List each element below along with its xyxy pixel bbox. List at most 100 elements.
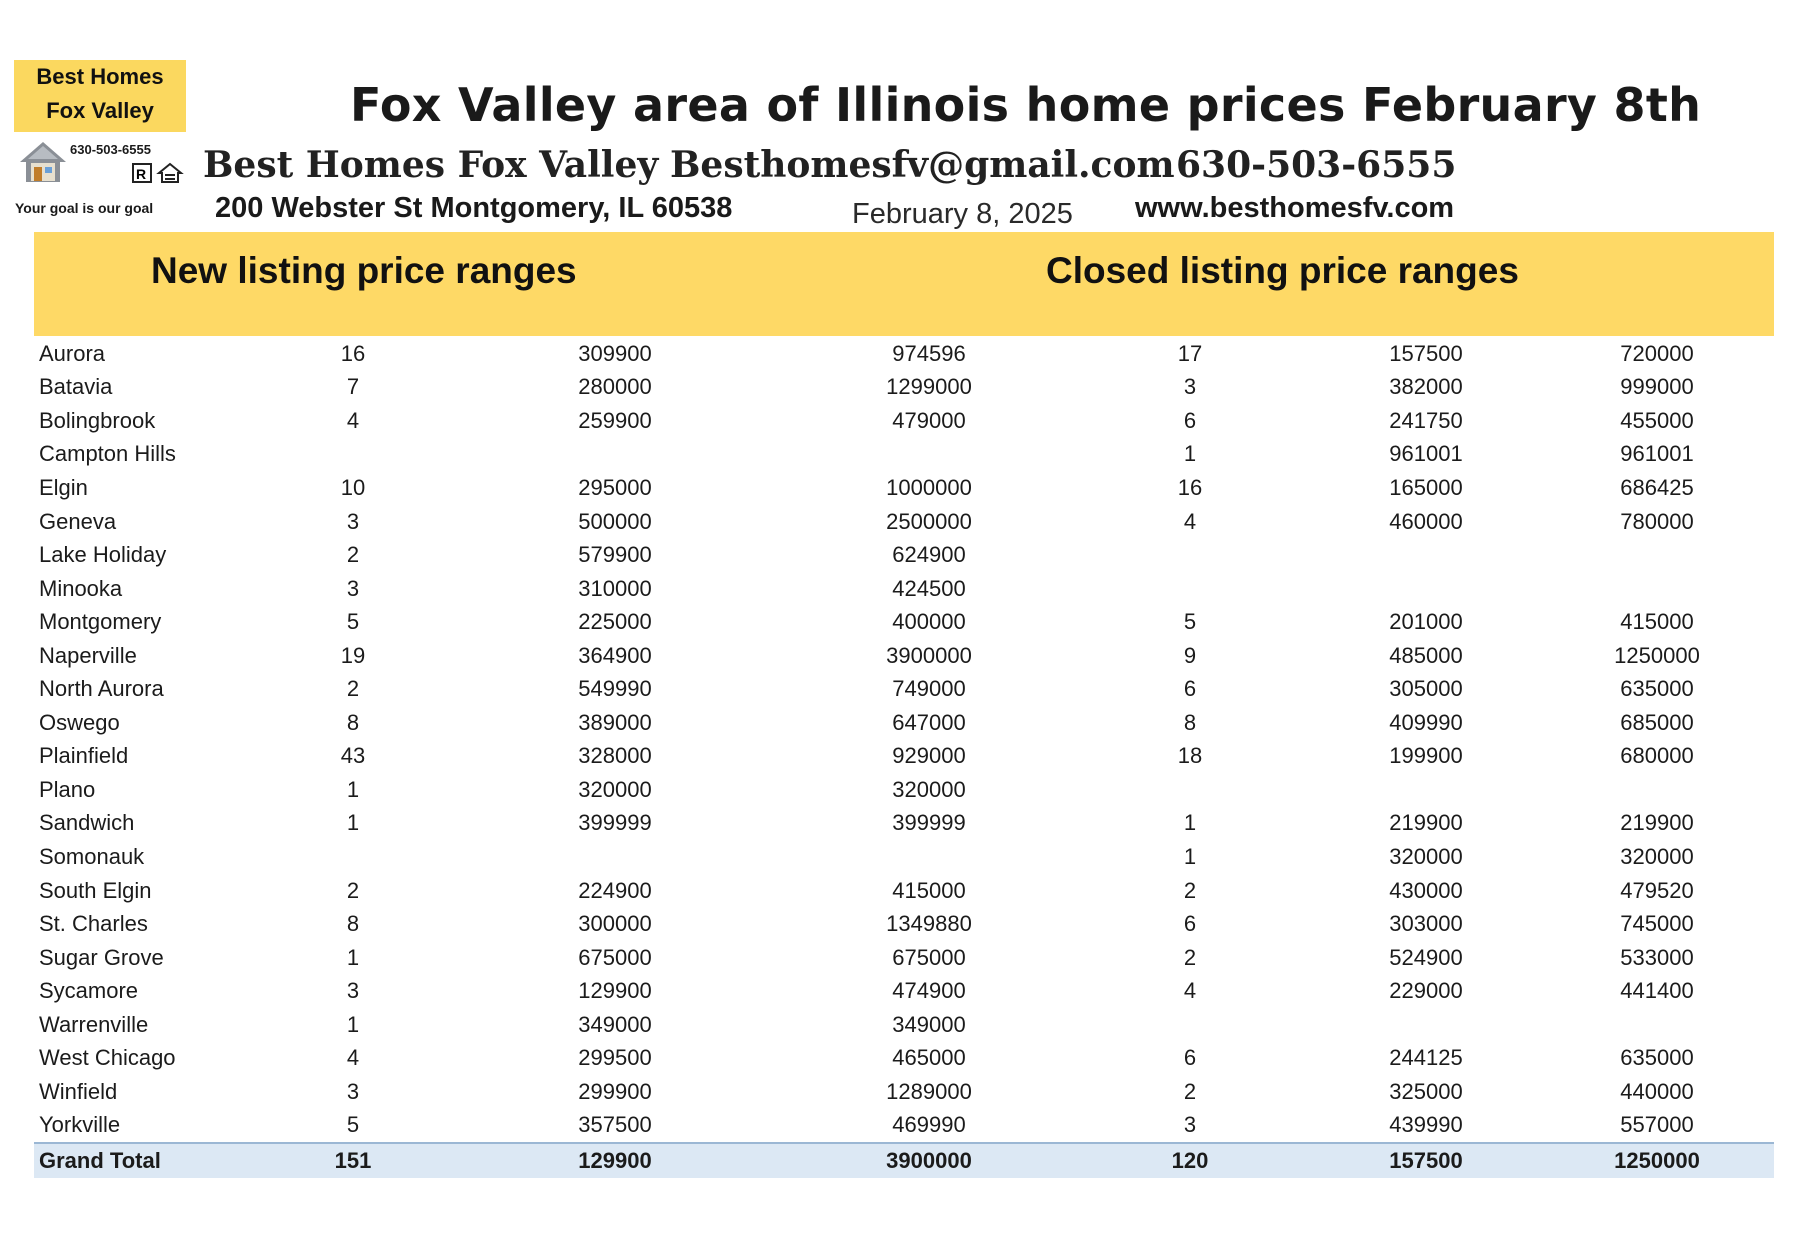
new-count-cell: 2 <box>346 676 360 702</box>
table-row: Lake Holiday 2 579900 624900 <box>34 538 1774 572</box>
new-high-cell: 2500000 <box>886 508 972 534</box>
closed-low-cell: 201000 <box>1389 609 1463 635</box>
new-high-cell: 469990 <box>892 1112 966 1138</box>
closed-count-cell: 3 <box>1183 374 1197 400</box>
closed-high-cell: 440000 <box>1620 1078 1694 1104</box>
new-high-cell: 1299000 <box>886 374 972 400</box>
closed-low-cell: 199900 <box>1389 743 1463 769</box>
house-icon <box>20 142 66 182</box>
new-high-cell: 749000 <box>892 676 966 702</box>
new-low-cell: 328000 <box>578 743 652 769</box>
closed-low-cell: 219900 <box>1389 810 1463 836</box>
closed-count-cell: 3 <box>1183 1112 1197 1138</box>
new-low-cell: 357500 <box>578 1112 652 1138</box>
new-high-cell: 974596 <box>892 340 966 366</box>
closed-count-cell: 18 <box>1177 743 1203 769</box>
new-count-cell: 1 <box>346 1011 360 1037</box>
new-high-cell: 349000 <box>892 1011 966 1037</box>
closed-low-cell: 961001 <box>1389 441 1463 467</box>
closed-low-cell: 303000 <box>1389 911 1463 937</box>
closed-count-cell: 1 <box>1183 810 1197 836</box>
new-count-cell: 151 <box>266 1142 440 1178</box>
city-cell: Grand Total <box>34 1142 266 1178</box>
new-low-cell <box>440 438 790 472</box>
new-count-cell: 3 <box>346 978 360 1004</box>
table-row: Somonauk 1 320000 320000 <box>34 840 1774 874</box>
new-low-cell: 309900 <box>578 340 652 366</box>
closed-low-cell: 460000 <box>1389 508 1463 534</box>
closed-low-cell: 244125 <box>1389 1045 1463 1071</box>
closed-count-cell <box>1068 538 1312 572</box>
closed-high-cell: 961001 <box>1620 441 1694 467</box>
closed-count-cell: 8 <box>1183 709 1197 735</box>
new-count-cell <box>266 840 440 874</box>
table-body: Aurora 16 309900 974596 17 157500 720000 Batavi… <box>34 337 1774 1178</box>
closed-count-cell: 6 <box>1183 1045 1197 1071</box>
closed-low-cell <box>1312 1008 1540 1042</box>
new-low-cell: 320000 <box>578 776 652 802</box>
table-row: Plainfield 43 328000 929000 18 199900 680000 <box>34 740 1774 774</box>
closed-high-cell <box>1540 572 1774 606</box>
closed-count-cell: 4 <box>1183 508 1197 534</box>
website-link[interactable]: www.besthomesfv.com <box>1135 192 1455 224</box>
closed-low-cell: 430000 <box>1389 877 1463 903</box>
closed-high-cell: 1250000 <box>1540 1142 1774 1178</box>
table-row: Geneva 3 500000 2500000 4 460000 780000 <box>34 505 1774 539</box>
new-low-cell <box>440 840 790 874</box>
new-low-cell: 129900 <box>578 978 652 1004</box>
city-cell: Somonauk <box>39 843 145 869</box>
city-cell: Sandwich <box>39 810 135 836</box>
new-high-cell: 3900000 <box>790 1142 1068 1178</box>
new-count-cell: 8 <box>346 911 360 937</box>
city-cell: Sugar Grove <box>39 944 164 970</box>
new-count-cell: 1 <box>346 810 360 836</box>
new-low-cell: 225000 <box>578 609 652 635</box>
office-address: 200 Webster St Montgomery, IL 60538 <box>215 192 733 224</box>
closed-low-cell: 320000 <box>1389 843 1463 869</box>
table-row: North Aurora 2 549990 749000 6 305000 635000 <box>34 672 1774 706</box>
new-high-cell: 3900000 <box>886 642 972 668</box>
logo-tagline: Your goal is our goal <box>15 200 154 216</box>
contact-phone: 630-503-6555 <box>1176 144 1457 186</box>
city-cell: Oswego <box>39 709 120 735</box>
new-listing-heading: New listing price ranges <box>151 250 577 291</box>
closed-high-cell: 685000 <box>1620 709 1694 735</box>
closed-count-cell: 5 <box>1183 609 1197 635</box>
logo-phone: 630-503-6555 <box>70 142 151 157</box>
new-low-cell: 549990 <box>578 676 652 702</box>
city-cell: Warrenville <box>39 1011 149 1037</box>
new-count-cell: 3 <box>346 508 360 534</box>
table-row: Naperville 19 364900 3900000 9 485000 1250000 <box>34 639 1774 673</box>
section-header-band: New listing price ranges Closed listing … <box>34 232 1774 336</box>
new-low-cell: 224900 <box>578 877 652 903</box>
new-low-cell: 129900 <box>440 1142 790 1178</box>
contact-email[interactable]: Besthomesfv@gmail.com <box>670 144 1175 186</box>
new-count-cell: 1 <box>346 776 360 802</box>
closed-low-cell <box>1312 538 1540 572</box>
report-date: February 8, 2025 <box>852 198 1073 230</box>
closed-count-cell: 120 <box>1068 1142 1312 1178</box>
table-row: Plano 1 320000 320000 <box>34 773 1774 807</box>
city-cell: North Aurora <box>39 676 164 702</box>
price-range-table: Aurora 16 309900 974596 17 157500 720000 Batavi… <box>34 337 1774 1178</box>
new-count-cell: 10 <box>340 474 366 500</box>
closed-count-cell: 2 <box>1183 1078 1197 1104</box>
new-low-cell: 500000 <box>578 508 652 534</box>
closed-low-cell: 229000 <box>1389 978 1463 1004</box>
closed-listing-heading: Closed listing price ranges <box>1046 250 1519 291</box>
closed-high-cell: 635000 <box>1620 676 1694 702</box>
new-high-cell: 1289000 <box>886 1078 972 1104</box>
new-count-cell: 1 <box>346 944 360 970</box>
new-low-cell: 295000 <box>578 474 652 500</box>
closed-count-cell <box>1068 1008 1312 1042</box>
closed-high-cell: 680000 <box>1620 743 1694 769</box>
new-count-cell: 2 <box>346 542 360 568</box>
new-high-cell <box>790 438 1068 472</box>
table-row: Montgomery 5 225000 400000 5 201000 415000 <box>34 605 1774 639</box>
city-cell: Aurora <box>39 340 106 366</box>
closed-high-cell: 415000 <box>1620 609 1694 635</box>
table-row: Sycamore 3 129900 474900 4 229000 441400 <box>34 974 1774 1008</box>
new-low-cell: 399999 <box>578 810 652 836</box>
new-count-cell <box>266 438 440 472</box>
city-cell: Plainfield <box>39 743 129 769</box>
